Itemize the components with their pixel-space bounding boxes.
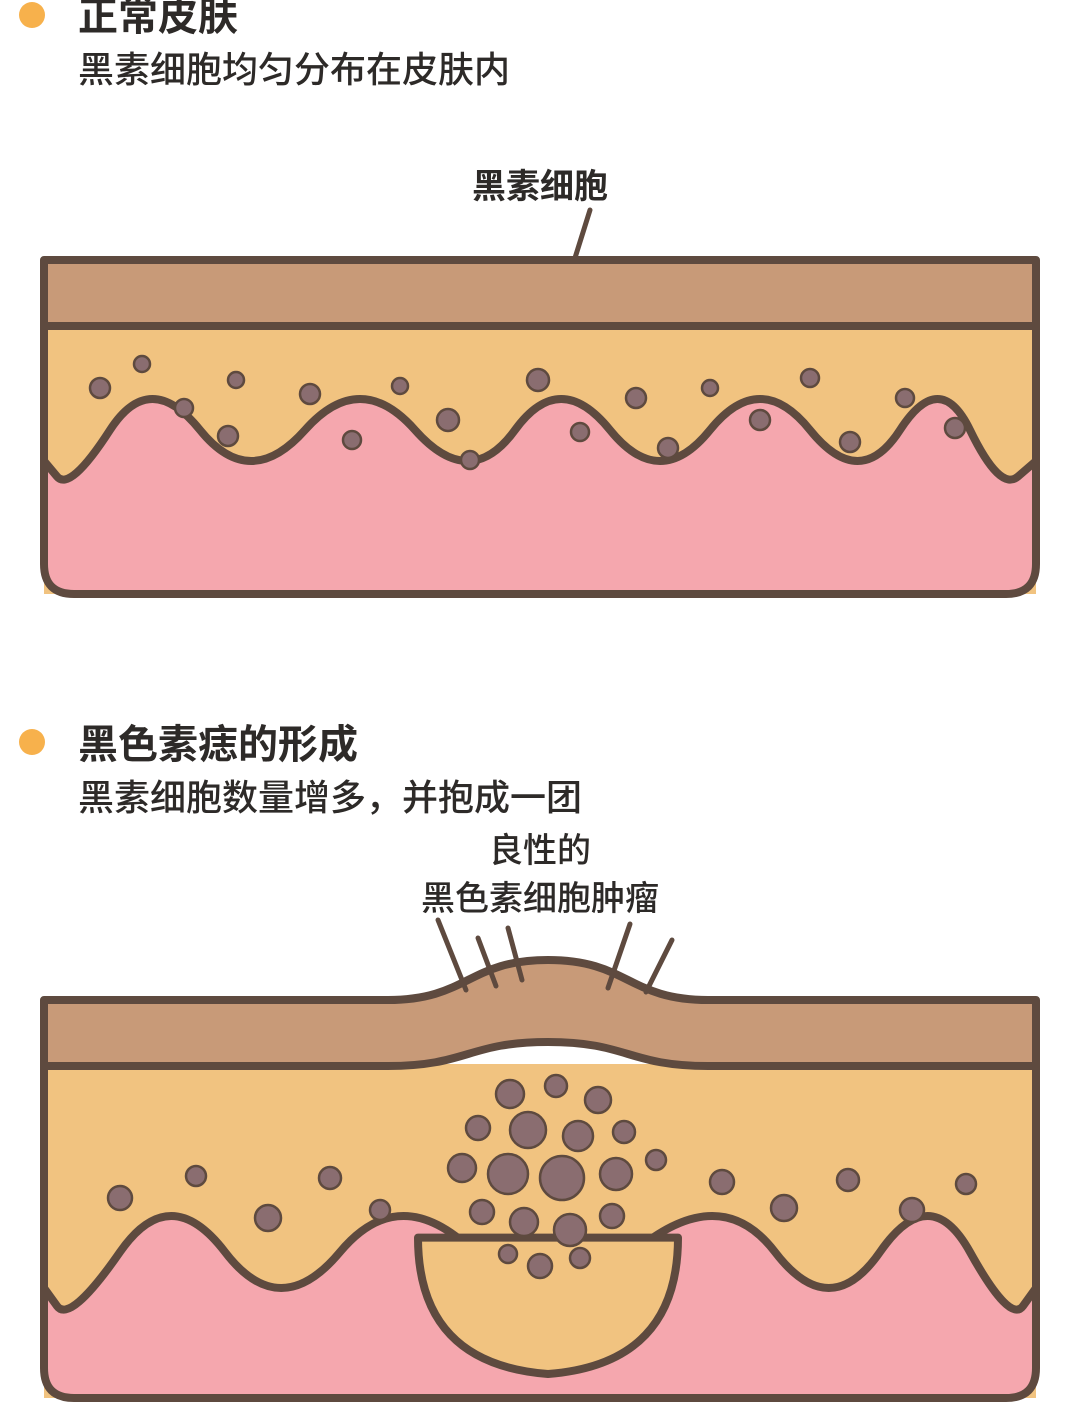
melanocyte [300, 384, 320, 404]
melanocyte [186, 1166, 206, 1186]
melanocyte-cluster-cell [448, 1154, 476, 1182]
melanocyte [370, 1200, 390, 1220]
melanocyte-cluster-cell [528, 1254, 552, 1278]
tumor-label-1: 良性的 [489, 823, 591, 872]
melanocyte [658, 438, 678, 458]
melanocyte-cluster-cell [488, 1154, 528, 1194]
melanocyte [801, 369, 819, 387]
melanocyte-cluster-cell [600, 1204, 624, 1228]
melanocyte-cluster-cell [563, 1121, 593, 1151]
page: 正常皮肤黑素细胞均匀分布在皮肤内黑素细胞黑色素痣的形成黑素细胞数量增多，并抱成一… [0, 0, 1080, 1412]
melanocyte-cluster-cell [510, 1208, 538, 1236]
bullet-icon [19, 2, 45, 28]
melanocyte [896, 389, 914, 407]
melanocyte [218, 426, 238, 446]
bullet-icon [19, 729, 45, 755]
melanocyte [750, 410, 770, 430]
hair [646, 940, 672, 992]
epidermis-layer [44, 260, 1036, 326]
melanocyte [108, 1186, 132, 1210]
melanocyte [527, 369, 549, 391]
melanocyte [175, 399, 193, 417]
melanocyte [571, 423, 589, 441]
melanocyte-cluster-cell [585, 1087, 611, 1113]
nevus-diagram [44, 920, 1036, 1398]
tumor-label-2: 黑色素细胞肿瘤 [421, 871, 659, 920]
melanocyte-cluster-cell [466, 1116, 490, 1140]
melanocyte [626, 388, 646, 408]
epidermis-layer [44, 960, 1036, 1066]
melanocyte-cluster-cell [600, 1158, 632, 1190]
section2-title: 黑色素痣的形成 [78, 712, 358, 770]
melanocyte [771, 1195, 797, 1221]
melanocyte [90, 378, 110, 398]
section1-title: 正常皮肤 [78, 0, 238, 42]
melanocyte [319, 1167, 341, 1189]
melanocyte-cluster-cell [470, 1200, 494, 1224]
section1-subtitle: 黑素细胞均匀分布在皮肤内 [78, 41, 510, 93]
melanocyte [837, 1169, 859, 1191]
melanocyte [840, 432, 860, 452]
melanocyte [956, 1174, 976, 1194]
melanocyte-cluster-cell [496, 1080, 524, 1108]
melanocyte-cluster-cell [510, 1112, 546, 1148]
hair [438, 920, 466, 990]
melanocyte [945, 418, 965, 438]
melanocyte [343, 431, 361, 449]
section2-subtitle: 黑素细胞数量增多，并抱成一团 [78, 769, 582, 821]
melanocyte [710, 1170, 734, 1194]
melanocyte [392, 378, 408, 394]
melanocyte-cluster-cell [540, 1156, 584, 1200]
melanocyte-cluster-cell [545, 1075, 567, 1097]
melanocyte [228, 372, 244, 388]
diagram-canvas: 正常皮肤黑素细胞均匀分布在皮肤内黑素细胞黑色素痣的形成黑素细胞数量增多，并抱成一… [0, 0, 1080, 1412]
melanocyte-cluster-cell [570, 1248, 590, 1268]
melanocyte-cluster-cell [646, 1150, 666, 1170]
melanocyte [900, 1198, 924, 1222]
melanocyte-cluster-cell [499, 1245, 517, 1263]
melanocyte-cluster-cell [554, 1214, 586, 1246]
normal-skin-diagram [44, 260, 1036, 594]
melanocyte [702, 380, 718, 396]
melanocyte-cluster-cell [613, 1121, 635, 1143]
melanocyte [437, 409, 459, 431]
melanocyte [255, 1205, 281, 1231]
melanocyte [134, 356, 150, 372]
melanocyte [461, 451, 479, 469]
melanocyte-label: 黑素细胞 [472, 159, 608, 208]
